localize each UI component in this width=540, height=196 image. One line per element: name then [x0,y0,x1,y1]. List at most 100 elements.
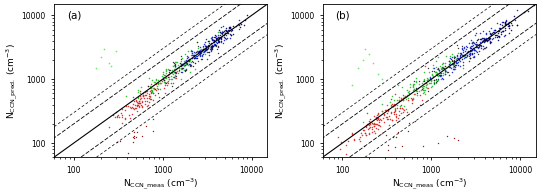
Point [469,46,478,49]
Point [171,76,179,80]
Point [510,18,519,21]
Point [211,34,219,37]
Point [438,67,447,70]
Point [161,82,170,85]
Point [142,94,151,97]
Point [476,31,484,34]
Point [220,30,229,33]
Point [212,34,221,38]
Point [402,108,411,111]
Point [137,85,146,88]
Point [141,93,150,96]
Point [410,82,418,85]
Point [501,21,509,24]
Point [148,99,157,102]
Point [407,96,416,99]
Point [204,46,212,49]
Point [466,56,475,59]
Point [495,26,504,29]
Point [467,39,475,42]
Point [166,77,175,80]
Point [129,141,137,144]
Point [399,107,407,110]
Point [417,81,426,84]
Point [441,64,450,68]
Point [208,36,217,39]
Point [395,105,404,108]
Point [453,57,461,60]
Point [222,37,231,40]
Point [418,92,427,95]
Point [130,131,138,134]
Point [379,116,388,120]
Point [375,124,384,127]
Point [168,64,177,68]
Point [423,89,432,92]
Point [206,48,214,51]
Point [367,125,376,129]
Point [136,101,144,104]
Point [177,71,186,74]
Point [167,68,176,71]
Point [468,53,476,56]
Point [471,48,480,51]
Point [454,56,463,60]
Point [363,122,372,125]
Point [207,46,216,49]
Point [190,54,198,57]
Point [100,47,109,50]
Point [420,91,428,94]
Point [172,71,180,74]
Point [146,95,154,98]
Point [446,57,454,60]
Point [426,77,434,80]
Point [152,78,161,82]
Point [210,43,219,46]
Point [167,81,176,84]
Point [398,144,407,148]
Point [336,148,345,151]
Point [138,101,146,104]
Point [204,46,213,49]
Point [428,63,437,66]
Point [435,64,444,67]
Point [136,95,144,98]
Point [177,64,185,67]
Point [214,40,223,43]
Point [417,98,426,101]
Point [171,71,179,74]
Point [456,52,465,55]
Point [106,65,115,68]
Point [460,54,468,57]
Point [429,79,438,82]
Point [218,34,227,37]
Point [387,98,395,101]
Point [370,124,379,127]
Point [354,66,362,70]
Point [164,80,172,83]
Point [465,53,474,56]
Point [171,74,179,77]
Text: (b): (b) [335,10,350,20]
Point [450,64,458,67]
Point [130,134,139,137]
Point [448,52,457,55]
Point [494,29,502,32]
Point [501,27,509,30]
Point [171,61,180,64]
Point [170,73,179,76]
Point [443,71,451,74]
Point [147,86,156,90]
Point [505,21,514,24]
Point [449,63,457,66]
Point [485,33,494,36]
Point [190,52,199,55]
Point [441,61,450,64]
Point [421,92,429,95]
Point [396,96,405,99]
Point [187,54,196,57]
Point [240,19,249,22]
Point [449,68,458,71]
Point [113,140,122,143]
Point [199,53,207,56]
